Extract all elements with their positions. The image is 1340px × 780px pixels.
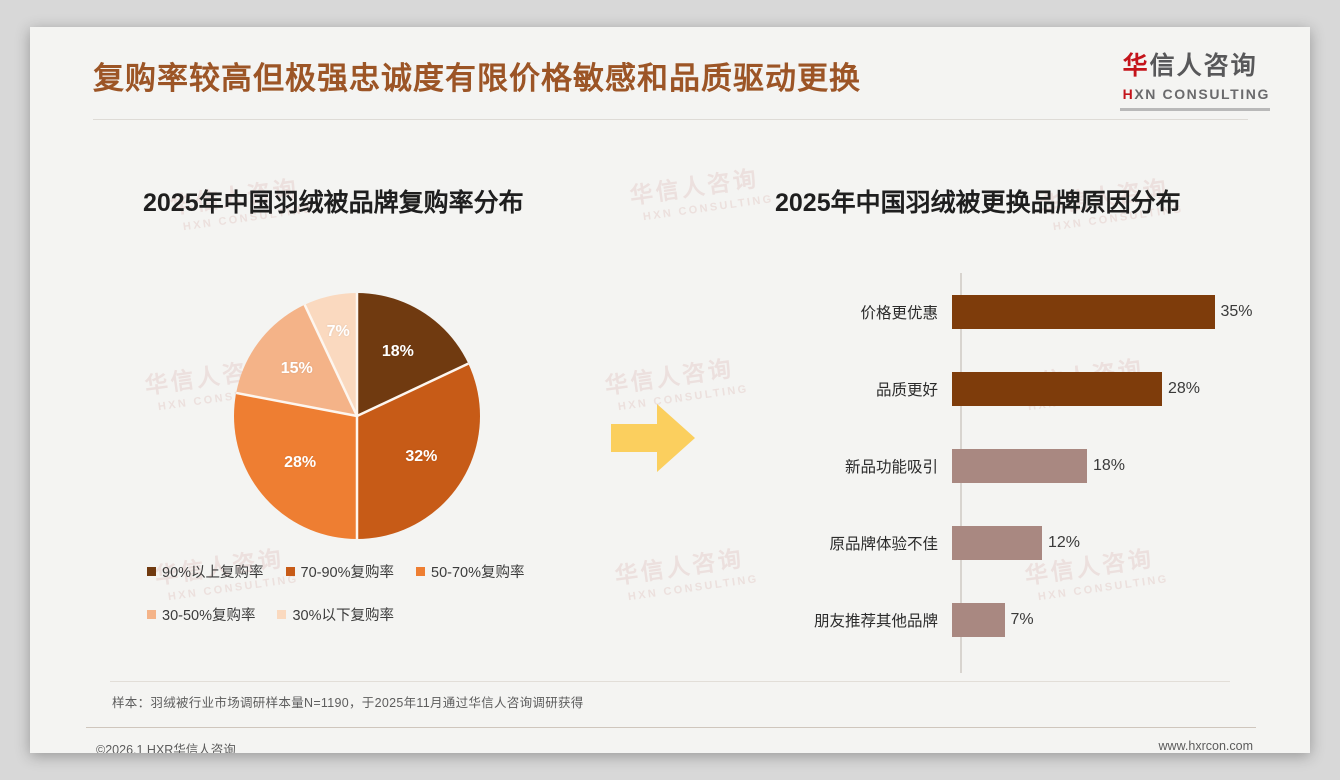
legend-label: 70-90%复购率 <box>300 565 395 581</box>
bar-category-label: 品质更好 <box>875 382 938 399</box>
bar-row[interactable]: 原品牌体验不佳 12% <box>710 526 1270 560</box>
bar-value-label: 18% <box>1093 457 1126 474</box>
legend-label: 90%以上复购率 <box>162 565 264 581</box>
legend-row: 30-50%复购率 30%以下复购率 <box>147 604 597 625</box>
bar-row[interactable]: 价格更优惠 35% <box>710 295 1270 329</box>
bar-row[interactable]: 品质更好 28% <box>710 372 1270 406</box>
legend-row: 90%以上复购率 70-90%复购率 50-70%复购率 <box>147 561 597 582</box>
bar-category-label: 朋友推荐其他品牌 <box>813 613 938 630</box>
pie-chart: 18% 32% 28% 15% 7% <box>234 293 480 539</box>
bar-category-label: 新品功能吸引 <box>844 459 938 476</box>
legend-item[interactable]: 50-70%复购率 <box>416 561 525 582</box>
slide-header: 复购率较高但极强忠诚度有限价格敏感和品质驱动更换 <box>30 27 1310 121</box>
bar-row[interactable]: 新品功能吸引 18% <box>710 449 1270 483</box>
pie-slice-label: 15% <box>280 360 313 378</box>
logo-english-rest: XN CONSULTING <box>1134 86 1270 102</box>
logo-chinese: 华信人咨询 <box>1123 54 1270 79</box>
brand-logo: 华信人咨询 HXN CONSULTING <box>1123 54 1270 103</box>
bar-value-label: 12% <box>1048 534 1081 551</box>
header-divider <box>93 119 1248 120</box>
legend-label: 50-70%复购率 <box>431 565 525 581</box>
pie-slice-label: 7% <box>326 322 350 340</box>
logo-english-red: H <box>1122 86 1135 102</box>
arrow-right-icon <box>611 402 695 474</box>
legend-label: 30%以下复购率 <box>292 608 395 624</box>
sample-note: 样本：羽绒被行业市场调研样本量N=1190，于2025年11月通过华信人咨询调研… <box>112 696 584 710</box>
bar-rect[interactable] <box>952 603 1005 637</box>
footer-website: www.hxrcon.com <box>1158 739 1253 753</box>
legend-item[interactable]: 90%以上复购率 <box>147 561 264 582</box>
bar-value-label: 28% <box>1168 380 1201 397</box>
pie-slice-label: 28% <box>284 454 317 472</box>
legend-swatch <box>416 567 426 576</box>
legend-item[interactable]: 70-90%复购率 <box>285 561 395 582</box>
pie-slice-label: 32% <box>405 447 438 465</box>
logo-chinese-red: 华 <box>1122 52 1150 80</box>
slide-card: 华信人咨询 HXN CONSULTING 华信人咨询 HXN CONSULTING … <box>30 27 1310 753</box>
legend-swatch <box>277 610 287 619</box>
bar-chart: 价格更优惠 35% 品质更好 28% 新品功能吸引 18% 原品牌体验不佳 12% 朋友推荐其他… <box>710 273 1270 673</box>
legend-item[interactable]: 30%以下复购率 <box>277 604 394 625</box>
legend-item[interactable]: 30-50%复购率 <box>147 604 255 625</box>
pie-legend: 90%以上复购率 70-90%复购率 50-70%复购率 30-50%复购率 30%以… <box>147 561 597 647</box>
note-divider <box>110 681 1230 682</box>
slide-body: 2025年中国羽绒被品牌复购率分布 2025年中国羽绒被更换品牌原因分布 18%… <box>30 121 1310 681</box>
page-title: 复购率较高但极强忠诚度有限价格敏感和品质驱动更换 <box>93 61 861 96</box>
footer-divider <box>86 727 1256 728</box>
logo-english: HXN CONSULTING <box>1123 86 1270 102</box>
bar-value-label: 35% <box>1220 303 1253 320</box>
logo-underline <box>1120 108 1270 111</box>
pie-slice-label: 18% <box>381 342 414 360</box>
bar-category-label: 原品牌体验不佳 <box>829 536 938 553</box>
bar-rect[interactable] <box>952 372 1162 406</box>
pie-slice-separators <box>235 293 469 539</box>
logo-chinese-rest: 信人咨询 <box>1149 52 1258 80</box>
bar-category-label: 价格更优惠 <box>860 305 938 322</box>
legend-swatch <box>285 567 295 576</box>
legend-label: 30-50%复购率 <box>162 608 256 624</box>
right-chart-title: 2025年中国羽绒被更换品牌原因分布 <box>775 189 1181 217</box>
legend-swatch <box>147 567 156 576</box>
bar-value-label: 7% <box>1010 611 1034 628</box>
bar-rect[interactable] <box>952 526 1042 560</box>
bar-rect[interactable] <box>952 295 1215 329</box>
footer-copyright: ©2026.1 HXR华信人咨询 <box>96 743 236 753</box>
bar-rect[interactable] <box>952 449 1087 483</box>
legend-swatch <box>147 610 156 619</box>
bar-row[interactable]: 朋友推荐其他品牌 7% <box>710 603 1270 637</box>
left-chart-title: 2025年中国羽绒被品牌复购率分布 <box>143 189 524 217</box>
